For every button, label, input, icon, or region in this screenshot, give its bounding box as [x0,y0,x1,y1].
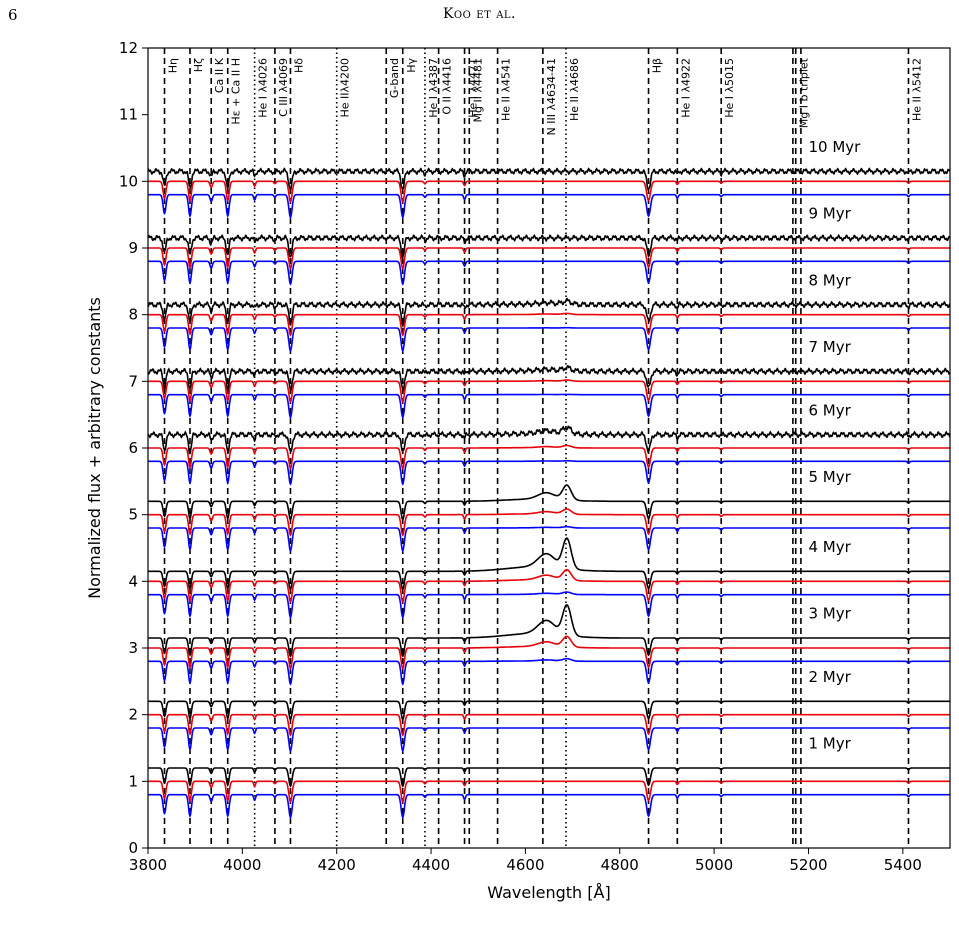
spectrum-age1-s2 [148,793,950,820]
spectrum-age7-s2 [148,393,950,420]
spectrum-age3-s2 [148,657,950,686]
spectrum-age2-s1 [148,713,950,737]
x-tick-label: 3800 [129,856,167,874]
spectrum-age3-s0 [148,604,950,658]
line-label-14: He II λ4541 [500,58,513,121]
age-label: 10 Myr [808,138,861,156]
y-tick-label: 5 [128,506,138,524]
running-header: Koo et al. [442,6,517,22]
y-tick-label: 6 [128,439,138,457]
line-label-5: C III λ4069 [277,58,290,117]
line-label-1: Hζ [192,58,205,72]
spectrum-age7-s1 [148,379,950,404]
y-tick-label: 4 [128,572,138,590]
spectrum-age9-s0 [147,233,951,260]
line-label-18: He I λ4922 [679,58,692,118]
age-label: 7 Myr [808,338,851,356]
spectrum-age6-s2 [148,459,950,486]
line-label-13: Mg II λ4481 [471,58,484,122]
x-axis-label: Wavelength [Å] [487,883,610,902]
line-label-10: He I λ4387 [427,58,440,118]
line-label-11: O II λ4416 [441,58,454,115]
spectrum-age3-s1 [148,635,950,671]
line-label-4: He I λ4026 [257,58,270,118]
line-label-0: Hη [167,58,180,73]
y-tick-label: 11 [119,106,138,124]
x-tick-label: 4000 [223,856,261,874]
spectrum-age7-s0 [147,364,951,394]
spectrum-age10-s2 [148,193,950,220]
x-tick-label: 4400 [412,856,450,874]
line-label-2: Ca II K [213,57,226,93]
x-tick-label: 5200 [789,856,827,874]
spectrum-age2-s0 [148,700,950,722]
spectrum-age8-s2 [148,326,950,353]
age-label: 9 Myr [808,205,851,223]
line-label-19: He I λ5015 [723,58,736,118]
spectrum-age1-s0 [148,767,950,788]
spectrum-age6-s0 [147,425,951,455]
age-label: 8 Myr [808,271,851,289]
axes: 3800 4000 4200 4400 4600 4800 5000 5200 54000123… [85,39,951,902]
spectrum-age2-s2 [148,727,950,753]
age-label: 4 Myr [808,538,851,556]
y-tick-label: 7 [128,372,138,390]
line-label-23: He II λ5412 [910,58,923,121]
line-label-3: Hε + Ca II H [230,58,243,125]
spectra-series [147,167,951,820]
x-tick-label: 4600 [506,856,544,874]
line-label-12: He I λ4471 [467,58,480,118]
spectrum-age8-s1 [148,312,950,337]
line-label-8: G-band [388,58,401,98]
y-axis-label: Normalized flux + arbitrary constants [85,297,104,599]
y-tick-label: 10 [119,172,138,190]
age-label: 2 Myr [808,668,851,686]
line-label-7: He IIλ4200 [339,58,352,118]
line-label-21: Mg I b triplet [798,57,811,128]
line-label-16: He II λ4686 [568,58,581,121]
y-tick-label: 1 [128,772,138,790]
spectrum-age1-s1 [148,780,950,804]
line-label-6: Hδ [292,58,305,73]
spectrum-age9-s1 [148,247,950,271]
x-tick-label: 4800 [601,856,639,874]
line-label-9: Hγ [405,58,418,73]
line-label-15: N III λ4634-41 [545,58,558,135]
y-tick-label: 0 [128,839,138,857]
spectrum-age10-s0 [147,167,951,193]
spectrum-age5-s1 [148,508,950,537]
spectrum-age8-s0 [147,297,951,328]
spectrum-age6-s1 [148,444,950,471]
y-tick-label: 9 [128,239,138,257]
x-tick-label: 5400 [884,856,922,874]
y-tick-label: 2 [128,706,138,724]
annotations: Hη Hζ Ca II K Hε + Ca II H He I λ4026 C III λ… [167,57,924,752]
age-label: 5 Myr [808,468,851,486]
age-label: 1 Myr [808,735,851,753]
spectrum-age9-s2 [148,260,950,286]
spectrum-age4-s1 [148,568,950,604]
age-label: 3 Myr [808,605,851,623]
spectrum-age10-s1 [148,180,950,204]
line-label-17: Hβ [651,58,664,73]
x-tick-label: 5000 [695,856,733,874]
y-tick-label: 3 [128,639,138,657]
spectrum-age4-s0 [148,537,950,592]
spectrum-age4-s2 [148,591,950,620]
y-tick-label: 8 [128,306,138,324]
page-number: 6 [8,6,18,24]
x-tick-label: 4200 [318,856,356,874]
spectrum-age5-s0 [148,484,950,522]
spectrum-age5-s2 [148,525,950,553]
y-tick-label: 12 [119,39,138,57]
age-label: 6 Myr [808,401,851,419]
